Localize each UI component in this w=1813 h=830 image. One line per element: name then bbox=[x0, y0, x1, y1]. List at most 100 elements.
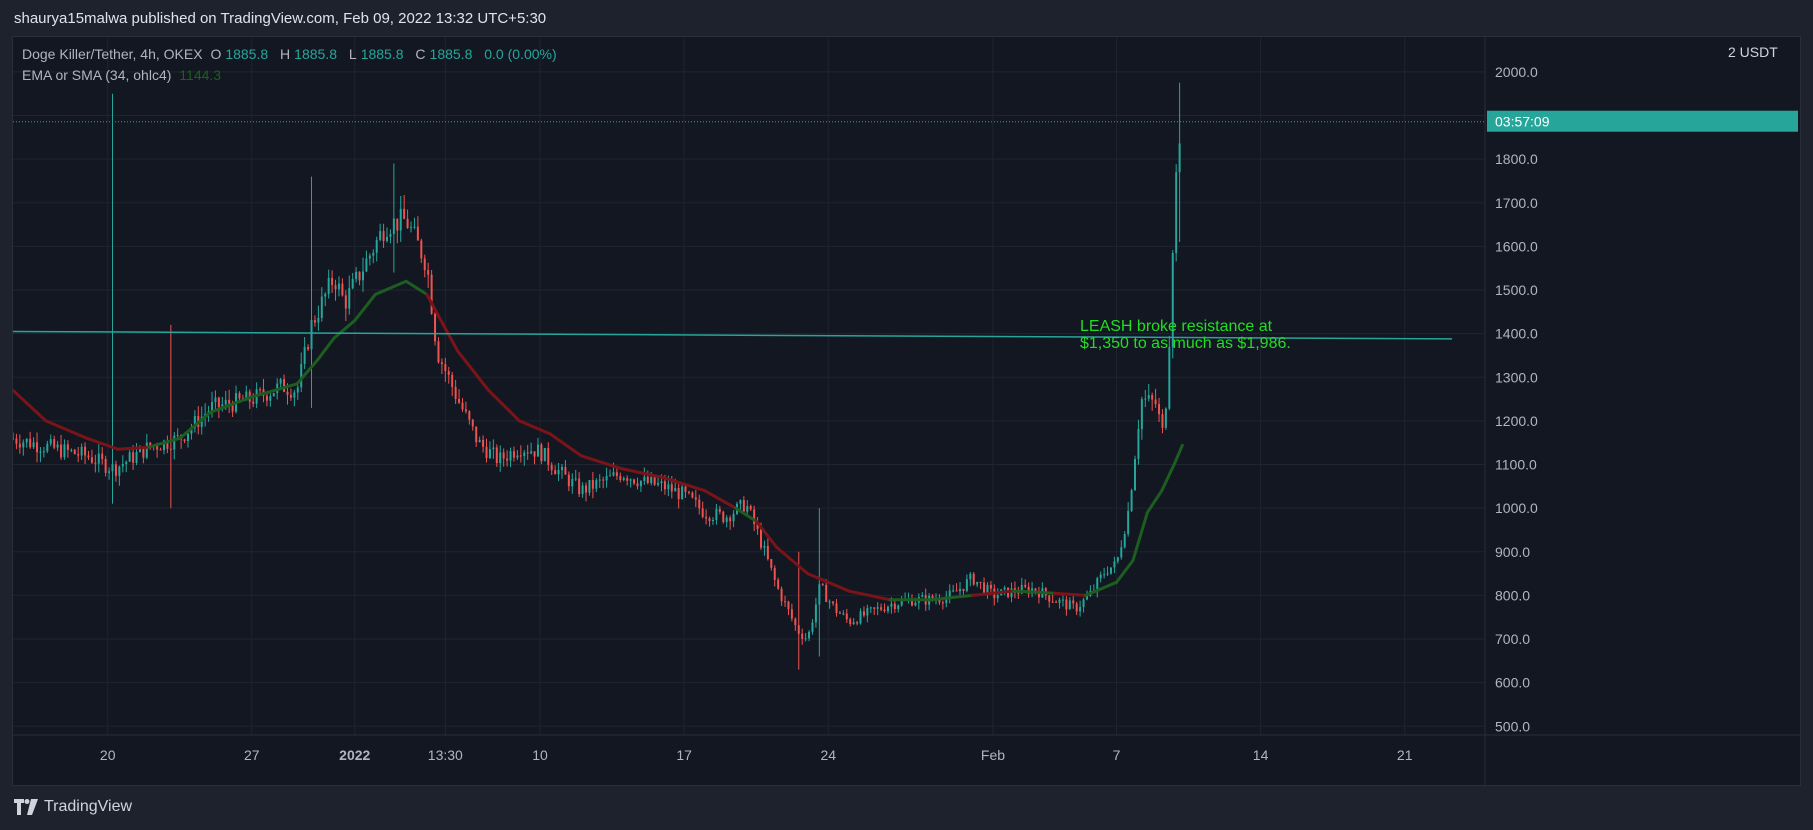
candle-body bbox=[808, 631, 811, 639]
candle-body bbox=[375, 239, 378, 253]
candle-body bbox=[101, 453, 104, 460]
candle-body bbox=[211, 402, 214, 412]
candle-body bbox=[615, 472, 618, 477]
candle-body bbox=[392, 218, 395, 234]
ema-line-segment bbox=[847, 589, 892, 602]
y-tick-label: 1200.0 bbox=[1495, 413, 1538, 429]
candle-body bbox=[639, 480, 642, 487]
candle-body bbox=[828, 601, 831, 603]
candle-body bbox=[142, 446, 145, 458]
candle-body bbox=[560, 467, 563, 471]
currency-badge[interactable]: 2 USDT bbox=[1728, 44, 1778, 60]
candle-body bbox=[694, 497, 697, 500]
candle-body bbox=[471, 419, 474, 427]
candle-body bbox=[790, 609, 793, 619]
resistance-line bbox=[13, 330, 1453, 340]
candle-body bbox=[355, 271, 358, 280]
candle-body bbox=[351, 279, 354, 289]
candle-body bbox=[1161, 414, 1164, 428]
chart-frame[interactable]: 500.0 600.0 700.0 800.0 900.0 1000.0 1100.0 120… bbox=[12, 36, 1801, 786]
candle-body bbox=[1175, 172, 1178, 254]
candle-body bbox=[1171, 253, 1174, 348]
candle-body bbox=[132, 452, 135, 463]
candle-body bbox=[492, 447, 495, 450]
candle-body bbox=[1144, 398, 1147, 400]
candle-body bbox=[447, 371, 450, 375]
y-tick-label: 800.0 bbox=[1495, 587, 1530, 603]
candle-body bbox=[897, 605, 900, 609]
y-tick-label: 1700.0 bbox=[1495, 195, 1538, 211]
candle-body bbox=[667, 484, 670, 490]
candle-body bbox=[965, 579, 968, 591]
candle-body bbox=[22, 442, 25, 448]
ema-line-segment bbox=[703, 489, 738, 510]
candle-body bbox=[1106, 573, 1109, 575]
candle-body bbox=[269, 396, 272, 401]
brand-name: TradingView bbox=[44, 798, 133, 815]
candle-body bbox=[753, 509, 756, 525]
candle-body bbox=[108, 471, 111, 473]
ema-line-segment bbox=[662, 476, 707, 493]
candle-body bbox=[547, 448, 550, 465]
candle-body bbox=[955, 590, 958, 592]
ema-line-segment bbox=[295, 358, 320, 386]
candle-body bbox=[732, 513, 735, 522]
candle-body bbox=[979, 581, 982, 583]
ema-line-segment bbox=[332, 319, 357, 340]
candle-body bbox=[581, 485, 584, 495]
candle-body bbox=[454, 386, 457, 399]
candle-body bbox=[406, 218, 409, 228]
y-tick-label: 2000.0 bbox=[1495, 64, 1538, 80]
candle-body bbox=[1137, 429, 1140, 459]
candle-body bbox=[519, 455, 522, 457]
high-label: H bbox=[280, 46, 291, 62]
candle-body bbox=[324, 293, 327, 297]
candle-body bbox=[430, 274, 433, 314]
candle-body bbox=[557, 470, 560, 475]
candle-body bbox=[162, 440, 165, 451]
price-chart[interactable]: 500.0 600.0 700.0 800.0 900.0 1000.0 1100.0 120… bbox=[13, 37, 1800, 785]
indicator-label[interactable]: EMA or SMA (34, ohlc4) bbox=[22, 67, 172, 83]
candle-body bbox=[739, 500, 742, 504]
candle-body bbox=[410, 227, 413, 229]
ema-line-segment bbox=[487, 388, 521, 423]
top-bar: shaurya15malwa published on TradingView.… bbox=[0, 0, 1813, 36]
candle-body bbox=[1099, 574, 1102, 579]
candle-body bbox=[114, 464, 117, 476]
candle-body bbox=[952, 590, 955, 592]
ema-line-segment bbox=[209, 395, 254, 414]
candle-body bbox=[451, 374, 454, 387]
candle-body bbox=[437, 341, 440, 363]
candle-body bbox=[396, 218, 399, 231]
candle-body bbox=[228, 399, 231, 405]
candle-body bbox=[821, 584, 824, 586]
candle-body bbox=[653, 477, 656, 485]
candle-body bbox=[972, 573, 975, 585]
candle-body bbox=[190, 427, 193, 434]
chart-background bbox=[13, 37, 1800, 785]
candle-body bbox=[910, 598, 913, 606]
candle-body bbox=[646, 476, 649, 483]
candle-body bbox=[701, 508, 704, 517]
candle-body bbox=[506, 458, 509, 461]
symbol-title[interactable]: Doge Killer/Tether, 4h, OKEX bbox=[22, 46, 203, 62]
candle-body bbox=[80, 446, 83, 456]
candle-body bbox=[128, 452, 131, 462]
candle-body bbox=[245, 391, 248, 401]
candle-body bbox=[310, 320, 313, 350]
candle-body bbox=[742, 500, 745, 512]
candle-body bbox=[84, 446, 87, 456]
ema-line-segment bbox=[13, 388, 48, 423]
candle-body bbox=[663, 481, 666, 490]
candle-body bbox=[969, 573, 972, 580]
candle-body bbox=[125, 461, 128, 465]
ema-line-segment bbox=[1145, 489, 1164, 515]
y-tick-label: 1100.0 bbox=[1495, 457, 1537, 473]
ema-line-segment bbox=[353, 292, 377, 323]
candle-body bbox=[612, 472, 615, 476]
open-label: O bbox=[210, 46, 222, 62]
candle-body bbox=[1120, 547, 1123, 558]
candle-body bbox=[533, 451, 536, 457]
tradingview-logo[interactable]: TradingView bbox=[14, 798, 132, 816]
ema-line-segment bbox=[1084, 580, 1118, 597]
